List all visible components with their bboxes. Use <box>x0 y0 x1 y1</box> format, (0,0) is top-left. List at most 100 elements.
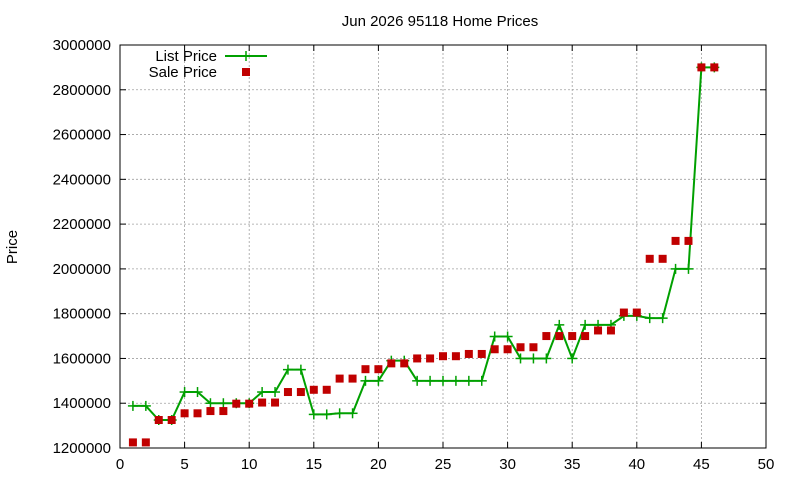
sale-price-point <box>232 399 241 408</box>
sale-price-point <box>490 345 499 354</box>
sale-price-point <box>464 349 473 358</box>
sale-price-point <box>309 385 318 394</box>
sale-price-point <box>581 332 590 341</box>
y-tick-label: 2600000 <box>53 127 111 144</box>
list-price-point <box>179 387 190 398</box>
list-price-point <box>257 387 268 398</box>
list-price-line <box>132 66 715 422</box>
list-price-point <box>360 375 371 386</box>
sale-price-point <box>128 438 137 447</box>
y-tick-label: 1200000 <box>53 440 111 457</box>
y-tick-label: 1600000 <box>53 350 111 367</box>
sale-price-point <box>180 409 189 418</box>
list-price-point <box>463 375 474 386</box>
list-price-point <box>412 375 423 386</box>
x-tick-label: 5 <box>180 456 188 473</box>
list-price-point <box>192 387 203 398</box>
x-tick-label: 50 <box>758 456 775 473</box>
list-price-point <box>438 375 448 386</box>
list-price-point <box>282 364 293 375</box>
sale-price-point <box>335 374 344 383</box>
sale-price-point <box>258 398 267 407</box>
list-price-point <box>334 408 345 419</box>
y-tick-label: 1800000 <box>53 306 111 323</box>
y-tick-label: 1400000 <box>53 395 111 412</box>
sale-price-point <box>426 354 435 363</box>
sale-price-point <box>671 236 680 245</box>
sale-price-point <box>684 236 693 245</box>
y-tick-label: 2400000 <box>53 171 111 188</box>
list-price-point <box>205 398 216 409</box>
list-price-point <box>683 263 694 274</box>
x-tick-label: 0 <box>116 456 124 473</box>
axis-ticks: 0 5 10 15 20 25 30 35 40 45 50 1200000 1400000 160000… <box>53 37 775 473</box>
x-tick-label: 10 <box>241 456 258 473</box>
sale-price-point <box>400 359 409 368</box>
sale-price-point <box>167 416 176 425</box>
list-price-point <box>567 353 578 364</box>
list-price-point <box>140 400 151 411</box>
list-price-point <box>489 331 500 342</box>
list-price-point <box>515 353 526 364</box>
x-tick-label: 20 <box>370 456 387 473</box>
series-layer <box>127 62 720 447</box>
sale-price-point <box>555 332 564 341</box>
sale-price-point <box>245 399 254 408</box>
list-price-point <box>580 319 591 330</box>
sale-price-point <box>516 343 525 352</box>
x-tick-label: 15 <box>305 456 322 473</box>
sale-price-point <box>348 374 357 383</box>
x-tick-label: 35 <box>564 456 581 473</box>
sale-price-point <box>529 343 538 352</box>
legend-square-swatch <box>242 68 250 76</box>
plot-border <box>119 44 767 449</box>
list-price-point <box>373 375 384 386</box>
list-price-point <box>657 313 668 324</box>
y-tick-label: 2000000 <box>53 261 111 278</box>
sale-price-point <box>141 438 150 447</box>
chart-title: Jun 2026 95118 Home Prices <box>342 13 539 30</box>
list-price-point <box>670 263 681 274</box>
y-tick-label: 3000000 <box>53 37 111 54</box>
list-price-point <box>502 331 513 342</box>
sale-price-point <box>503 345 512 354</box>
sale-price-point <box>606 326 615 335</box>
sale-price-point <box>594 326 603 335</box>
x-tick-label: 40 <box>628 456 645 473</box>
y-axis-label: Price <box>4 230 21 264</box>
sale-price-point <box>296 388 305 397</box>
sale-price-point <box>154 416 163 425</box>
legend-cross-swatch <box>241 51 251 61</box>
sale-price-point <box>413 354 422 363</box>
list-price-point <box>270 387 281 398</box>
sale-price-point <box>387 359 396 368</box>
list-price-point <box>321 409 332 420</box>
x-tick-label: 25 <box>435 456 452 473</box>
list-price-point <box>476 375 487 386</box>
sale-price-point <box>710 63 719 72</box>
legend-label: Sale Price <box>149 64 217 81</box>
list-price-point <box>450 375 461 386</box>
sale-price-point <box>658 254 667 263</box>
sale-price-point <box>645 254 654 263</box>
sale-price-point <box>697 63 706 72</box>
list-price-point <box>347 408 358 419</box>
list-price-point <box>425 375 436 386</box>
list-price-point <box>554 319 565 330</box>
sale-price-point <box>283 388 292 397</box>
sale-price-point <box>219 407 228 416</box>
y-tick-label: 2200000 <box>53 216 111 233</box>
sale-price-point <box>568 332 577 341</box>
legend-label: List Price <box>155 48 217 65</box>
list-price-point <box>308 409 319 420</box>
y-tick-label: 2800000 <box>53 82 111 99</box>
sale-price-point <box>271 398 280 407</box>
sale-price-point <box>361 365 370 374</box>
grid <box>120 45 766 448</box>
sale-price-point <box>451 352 460 361</box>
list-price-point <box>295 364 306 375</box>
sale-price-point <box>619 308 628 317</box>
list-price-point <box>644 313 655 324</box>
